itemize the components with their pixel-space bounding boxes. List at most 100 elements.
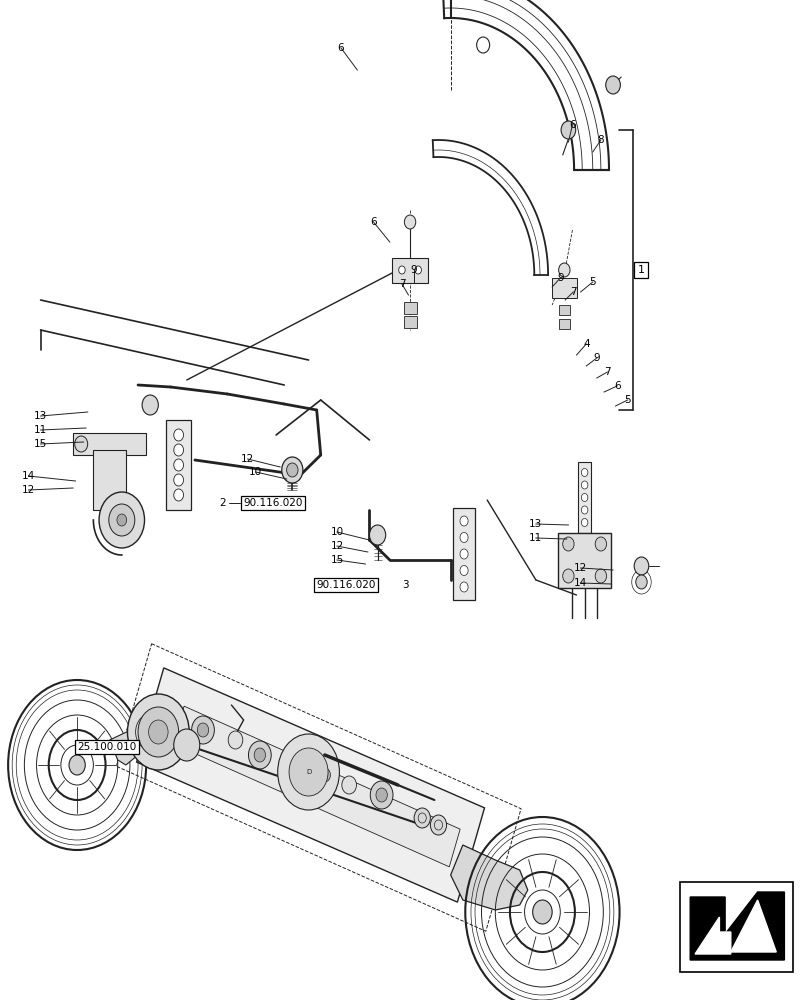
Circle shape	[459, 516, 467, 526]
Polygon shape	[450, 845, 527, 910]
Circle shape	[633, 557, 648, 575]
Bar	[453, 508, 474, 600]
Text: 6: 6	[337, 43, 344, 53]
Circle shape	[286, 463, 298, 477]
Bar	[166, 420, 191, 510]
Circle shape	[414, 808, 430, 828]
Circle shape	[75, 436, 88, 452]
Text: 11: 11	[34, 425, 47, 435]
Circle shape	[174, 489, 183, 501]
Circle shape	[581, 506, 587, 514]
Circle shape	[459, 532, 467, 542]
Text: 7: 7	[569, 287, 576, 297]
Circle shape	[174, 729, 200, 761]
Circle shape	[594, 569, 606, 583]
Circle shape	[459, 582, 467, 592]
Circle shape	[248, 741, 271, 769]
Text: 2: 2	[219, 498, 225, 508]
Circle shape	[476, 37, 489, 53]
Circle shape	[109, 504, 135, 536]
Polygon shape	[689, 892, 783, 960]
Text: 12: 12	[573, 563, 586, 573]
Text: 14: 14	[22, 471, 35, 481]
Text: 7: 7	[603, 367, 610, 377]
Circle shape	[430, 815, 446, 835]
Text: 5: 5	[624, 395, 630, 405]
Text: 5: 5	[589, 277, 595, 287]
Circle shape	[562, 569, 573, 583]
Circle shape	[191, 716, 214, 744]
Text: 6: 6	[569, 120, 575, 130]
Circle shape	[404, 215, 415, 229]
Circle shape	[148, 720, 168, 744]
Circle shape	[635, 575, 646, 589]
Circle shape	[174, 429, 183, 441]
Circle shape	[562, 537, 573, 551]
Circle shape	[228, 731, 242, 749]
Circle shape	[560, 121, 575, 139]
Circle shape	[99, 492, 144, 548]
Text: 90.116.020: 90.116.020	[316, 580, 375, 590]
Polygon shape	[173, 706, 460, 867]
Circle shape	[281, 457, 303, 483]
Circle shape	[369, 525, 385, 545]
Circle shape	[532, 900, 551, 924]
Circle shape	[319, 768, 330, 782]
Bar	[73, 433, 146, 455]
Circle shape	[69, 755, 85, 775]
Polygon shape	[136, 668, 484, 902]
Circle shape	[581, 493, 587, 501]
Circle shape	[197, 723, 208, 737]
Circle shape	[281, 753, 295, 771]
Circle shape	[142, 395, 158, 415]
Circle shape	[174, 444, 183, 456]
Text: 90.116.020: 90.116.020	[243, 498, 303, 508]
Circle shape	[459, 566, 467, 576]
Text: 4: 4	[582, 339, 589, 349]
Polygon shape	[109, 715, 178, 765]
Text: 6: 6	[370, 217, 376, 227]
Polygon shape	[694, 917, 730, 954]
Bar	[403, 316, 416, 328]
Bar	[577, 462, 590, 532]
Text: D: D	[306, 769, 311, 775]
Text: 25.100.010: 25.100.010	[77, 742, 136, 752]
Text: 15: 15	[330, 555, 343, 565]
Circle shape	[370, 781, 393, 809]
Bar	[558, 532, 610, 587]
Circle shape	[117, 514, 127, 526]
Text: 6: 6	[613, 381, 620, 391]
Circle shape	[581, 481, 587, 489]
Bar	[93, 450, 126, 510]
Text: 10: 10	[330, 527, 343, 537]
Bar	[551, 278, 576, 298]
Text: 12: 12	[22, 485, 35, 495]
Circle shape	[174, 459, 183, 471]
Circle shape	[254, 748, 265, 762]
Text: 12: 12	[330, 541, 343, 551]
Circle shape	[594, 537, 606, 551]
Circle shape	[289, 748, 328, 796]
Text: 15: 15	[34, 439, 47, 449]
Circle shape	[174, 474, 183, 486]
Text: 12: 12	[241, 454, 254, 464]
Circle shape	[581, 518, 587, 526]
Circle shape	[277, 734, 339, 810]
Text: 1: 1	[637, 265, 644, 275]
Bar	[558, 319, 569, 329]
Circle shape	[558, 263, 569, 277]
Text: 11: 11	[529, 533, 542, 543]
Circle shape	[581, 468, 587, 476]
Text: 9: 9	[556, 273, 563, 283]
Text: 10: 10	[249, 467, 262, 477]
Bar	[391, 257, 427, 282]
Polygon shape	[730, 900, 775, 952]
Circle shape	[313, 761, 336, 789]
Bar	[680, 882, 792, 972]
Circle shape	[459, 549, 467, 559]
Circle shape	[127, 694, 189, 770]
Circle shape	[341, 776, 356, 794]
Circle shape	[138, 707, 178, 757]
Text: 9: 9	[593, 353, 599, 363]
Bar	[403, 302, 416, 314]
